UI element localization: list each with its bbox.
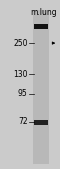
Bar bbox=[34, 24, 48, 29]
Text: 130: 130 bbox=[13, 70, 28, 79]
Text: 95: 95 bbox=[18, 89, 28, 98]
Bar bbox=[33, 10, 49, 164]
Text: 250: 250 bbox=[13, 39, 28, 48]
Text: 72: 72 bbox=[18, 117, 28, 126]
Bar bbox=[34, 120, 48, 125]
Text: m.lung: m.lung bbox=[30, 8, 57, 17]
